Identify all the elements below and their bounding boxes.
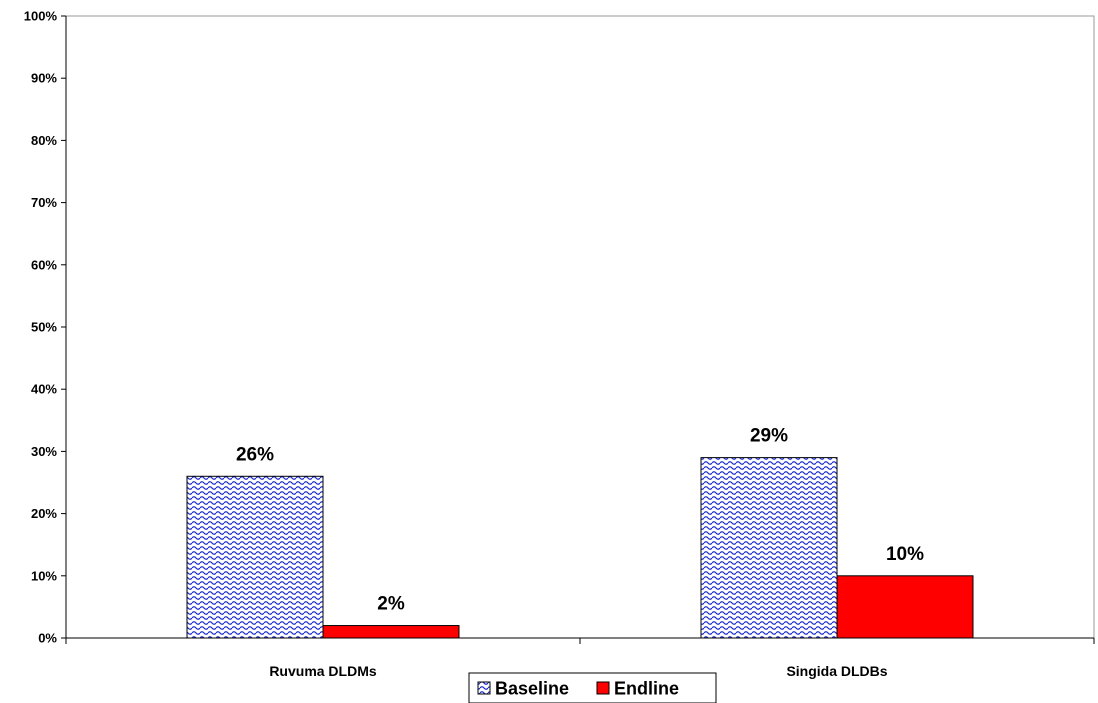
data-label: 26% <box>236 444 274 465</box>
y-tick-label: 80% <box>31 133 57 148</box>
y-tick-label: 60% <box>31 257 57 272</box>
bar-baseline <box>186 475 324 639</box>
y-tick-label: 50% <box>31 320 57 335</box>
y-tick-label: 20% <box>31 506 57 521</box>
legend-label: Baseline <box>495 679 569 699</box>
legend-swatch-endline <box>596 681 610 695</box>
legend: Baseline Endline <box>468 672 717 703</box>
data-label: 2% <box>377 594 405 615</box>
y-tick-label: 10% <box>31 568 57 583</box>
data-label: 10% <box>886 544 924 565</box>
data-labels: 26% 29% 2% 10% <box>236 426 924 615</box>
x-category-label: Singida DLDBs <box>786 663 887 679</box>
legend-label: Endline <box>614 679 679 699</box>
data-label: 29% <box>750 426 788 447</box>
y-tick-label: 40% <box>31 382 57 397</box>
y-tick-label: 90% <box>31 71 57 86</box>
bar-baseline <box>700 457 838 639</box>
bar-endline <box>322 625 460 639</box>
y-tick-label: 0% <box>38 631 57 646</box>
legend-box <box>468 672 717 703</box>
bars <box>186 457 974 639</box>
x-category-label: Ruvuma DLDMs <box>269 663 377 679</box>
legend-swatch-baseline <box>477 681 491 695</box>
bar-endline <box>836 575 974 639</box>
y-tick-label: 70% <box>31 195 57 210</box>
y-tick-label: 100% <box>24 9 58 24</box>
y-tick-label: 30% <box>31 444 57 459</box>
